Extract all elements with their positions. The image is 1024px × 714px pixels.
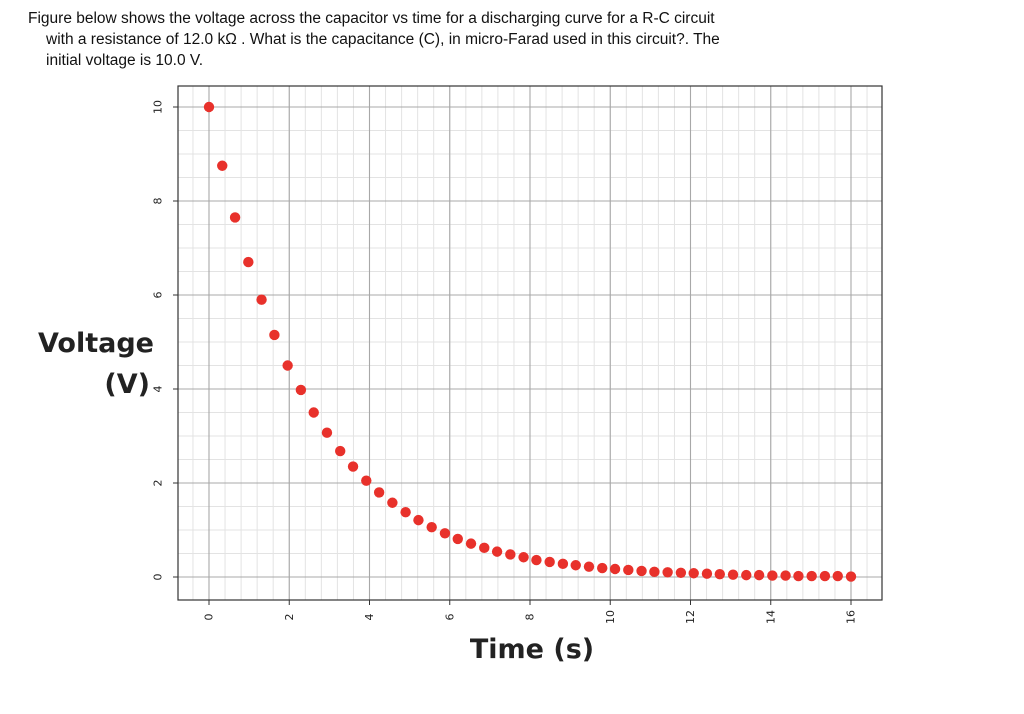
data-point [347, 461, 359, 472]
x-tick-label: 6 [443, 614, 456, 621]
data-point [701, 568, 713, 579]
major-gridlines [178, 86, 882, 600]
data-point [557, 558, 569, 570]
x-tick-label: 0 [203, 614, 216, 621]
data-point [531, 554, 542, 566]
data-point [452, 533, 463, 545]
y-tick-label: 4 [152, 386, 165, 393]
x-tick-label: 14 [764, 610, 777, 624]
data-point [767, 570, 778, 581]
data-point [491, 546, 503, 557]
data-point [518, 552, 529, 563]
data-point [727, 569, 739, 580]
data-point [243, 256, 254, 268]
data-point [741, 569, 752, 581]
tick-marks [173, 106, 852, 605]
x-tick-labels: 0 2 4 6 8 10 12 14 16 [203, 610, 858, 624]
y-tick-label: 0 [152, 574, 165, 581]
data-point [256, 294, 267, 305]
question-line-2: with a resistance of 12.0 kΩ . What is t… [46, 31, 720, 48]
data-point [753, 569, 765, 581]
data-point [609, 563, 621, 575]
data-point [321, 427, 333, 438]
data-point [793, 570, 804, 582]
data-point [780, 570, 791, 581]
data-point [806, 570, 817, 582]
data-point [373, 487, 385, 498]
data-point [439, 528, 451, 539]
x-tick-label: 8 [524, 614, 537, 621]
data-point [832, 570, 843, 582]
data-point [295, 384, 307, 396]
data-point [229, 212, 241, 223]
data-point [662, 567, 673, 578]
data-point [597, 562, 608, 574]
data-point [426, 521, 437, 533]
data-point [649, 566, 660, 578]
y-tick-labels: 0 2 4 6 8 10 [152, 100, 165, 581]
data-point [217, 160, 228, 171]
data-point [845, 571, 857, 582]
data-point [387, 497, 398, 508]
x-axis-title: Time (s) [470, 634, 594, 665]
data-point [308, 407, 319, 418]
data-point [505, 549, 516, 560]
y-axis-title-line-2: (V) [104, 369, 150, 400]
data-point [361, 475, 372, 486]
data-point [819, 570, 831, 582]
data-point [688, 568, 699, 579]
y-tick-label: 8 [152, 198, 165, 205]
data-point [282, 360, 293, 371]
data-point [636, 565, 647, 577]
question-line-3: initial voltage is 10.0 V. [46, 52, 204, 69]
data-point [203, 101, 215, 113]
y-tick-label: 2 [152, 480, 165, 487]
data-point [413, 514, 424, 526]
x-tick-label: 16 [845, 610, 858, 624]
data-point [570, 560, 581, 571]
x-tick-label: 4 [363, 614, 376, 621]
data-point [544, 556, 555, 568]
data-point [583, 561, 595, 572]
x-tick-label: 12 [684, 610, 697, 624]
data-point [400, 506, 411, 518]
question-line-1: Figure below shows the voltage across th… [28, 10, 715, 27]
data-point [465, 538, 477, 549]
y-tick-label: 10 [152, 100, 165, 114]
data-point [714, 568, 725, 580]
data-point [269, 329, 280, 341]
data-point [623, 564, 634, 576]
x-tick-label: 2 [283, 614, 296, 621]
data-points [203, 101, 857, 582]
data-point [675, 567, 687, 578]
y-axis-title-line-1: Voltage [38, 328, 154, 359]
x-tick-label: 10 [604, 610, 617, 624]
data-point [335, 445, 346, 457]
question-text: Figure below shows the voltage across th… [28, 8, 988, 71]
data-point [479, 542, 490, 554]
y-tick-label: 6 [152, 292, 165, 299]
